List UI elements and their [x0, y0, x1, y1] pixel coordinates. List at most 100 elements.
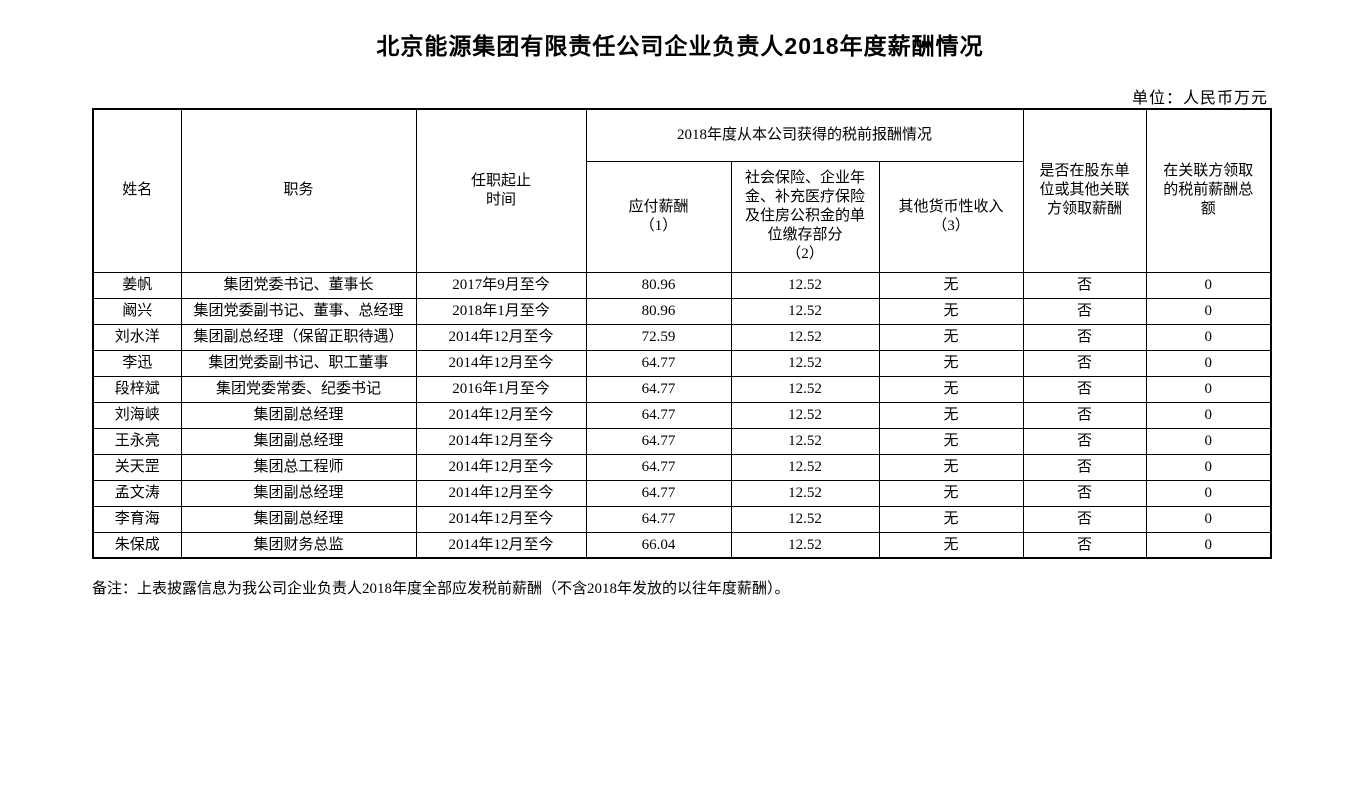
cell-name: 段梓斌 [92, 375, 182, 403]
cell-payable: 64.77 [585, 349, 732, 377]
cell-name: 王永亮 [92, 427, 182, 455]
cell-other-income: 无 [878, 297, 1024, 325]
cell-shareholder-pay: 否 [1022, 375, 1147, 403]
col-header-shareholder-pay: 是否在股东单 位或其他关联 方领取薪酬 [1022, 108, 1147, 273]
salary-table: 姓名 职务 任职起止 时间 2018年度从本公司获得的税前报酬情况 是否在股东单… [92, 108, 1273, 559]
cell-position: 集团总工程师 [180, 453, 417, 481]
page-title: 北京能源集团有限责任公司企业负责人2018年度薪酬情况 [376, 33, 984, 59]
cell-name: 孟文涛 [92, 479, 182, 507]
table-row: 阚兴 集团党委副书记、董事、总经理 2018年1月至今 80.96 12.52 … [92, 297, 1272, 325]
table-body: 姜帆 集团党委书记、董事长 2017年9月至今 80.96 12.52 无 否 … [92, 271, 1272, 559]
cell-related-total: 0 [1145, 401, 1272, 429]
cell-other-income: 无 [878, 349, 1024, 377]
cell-shareholder-pay: 否 [1022, 531, 1147, 559]
cell-payable: 64.77 [585, 505, 732, 533]
header-row-1: 姓名 职务 任职起止 时间 2018年度从本公司获得的税前报酬情况 是否在股东单… [92, 108, 1272, 273]
cell-position: 集团党委常委、纪委书记 [180, 375, 417, 403]
table-row: 朱保成 集团财务总监 2014年12月至今 66.04 12.52 无 否 0 [92, 531, 1272, 559]
cell-term: 2014年12月至今 [415, 505, 587, 533]
cell-position: 集团副总经理 [180, 505, 417, 533]
cell-related-total: 0 [1145, 297, 1272, 325]
cell-shareholder-pay: 否 [1022, 505, 1147, 533]
col-header-term: 任职起止 时间 [415, 108, 587, 273]
cell-payable: 72.59 [585, 323, 732, 351]
cell-related-total: 0 [1145, 349, 1272, 377]
cell-term: 2014年12月至今 [415, 453, 587, 481]
unit-label: 单位：人民币万元 [1131, 90, 1268, 107]
table-row: 关天罡 集团总工程师 2014年12月至今 64.77 12.52 无 否 0 [92, 453, 1272, 481]
cell-other-income: 无 [878, 401, 1024, 429]
cell-payable: 66.04 [585, 531, 732, 559]
cell-insurance: 12.52 [730, 271, 880, 299]
cell-related-total: 0 [1145, 531, 1272, 559]
table-row: 王永亮 集团副总经理 2014年12月至今 64.77 12.52 无 否 0 [92, 427, 1272, 455]
cell-insurance: 12.52 [730, 349, 880, 377]
cell-position: 集团副总经理 [180, 427, 417, 455]
cell-term: 2014年12月至今 [415, 531, 587, 559]
cell-shareholder-pay: 否 [1022, 401, 1147, 429]
cell-name: 朱保成 [92, 531, 182, 559]
cell-term: 2014年12月至今 [415, 479, 587, 507]
cell-other-income: 无 [878, 427, 1024, 455]
cell-related-total: 0 [1145, 505, 1272, 533]
cell-payable: 64.77 [585, 479, 732, 507]
table-row: 姜帆 集团党委书记、董事长 2017年9月至今 80.96 12.52 无 否 … [92, 271, 1272, 299]
cell-shareholder-pay: 否 [1022, 349, 1147, 377]
table-row: 段梓斌 集团党委常委、纪委书记 2016年1月至今 64.77 12.52 无 … [92, 375, 1272, 403]
cell-related-total: 0 [1145, 427, 1272, 455]
cell-other-income: 无 [878, 479, 1024, 507]
cell-related-total: 0 [1145, 271, 1272, 299]
col-header-name: 姓名 [92, 108, 182, 273]
cell-term: 2016年1月至今 [415, 375, 587, 403]
cell-shareholder-pay: 否 [1022, 427, 1147, 455]
cell-insurance: 12.52 [730, 297, 880, 325]
cell-other-income: 无 [878, 375, 1024, 403]
cell-term: 2014年12月至今 [415, 427, 587, 455]
table-row: 李迅 集团党委副书记、职工董事 2014年12月至今 64.77 12.52 无… [92, 349, 1272, 377]
cell-name: 刘水洋 [92, 323, 182, 351]
cell-related-total: 0 [1145, 323, 1272, 351]
cell-shareholder-pay: 否 [1022, 323, 1147, 351]
col-header-related-total: 在关联方领取 的税前薪酬总 额 [1145, 108, 1272, 273]
cell-payable: 64.77 [585, 401, 732, 429]
cell-insurance: 12.52 [730, 427, 880, 455]
table-row: 孟文涛 集团副总经理 2014年12月至今 64.77 12.52 无 否 0 [92, 479, 1272, 507]
cell-name: 李育海 [92, 505, 182, 533]
cell-other-income: 无 [878, 531, 1024, 559]
cell-name: 李迅 [92, 349, 182, 377]
cell-other-income: 无 [878, 271, 1024, 299]
cell-payable: 80.96 [585, 271, 732, 299]
cell-related-total: 0 [1145, 453, 1272, 481]
cell-insurance: 12.52 [730, 531, 880, 559]
cell-shareholder-pay: 否 [1022, 453, 1147, 481]
cell-other-income: 无 [878, 505, 1024, 533]
cell-position: 集团副总经理 [180, 401, 417, 429]
cell-insurance: 12.52 [730, 323, 880, 351]
col-header-other-income: 其他货币性收入 （3） [878, 160, 1024, 273]
cell-position: 集团党委书记、董事长 [180, 271, 417, 299]
table-row: 刘水洋 集团副总经理（保留正职待遇） 2014年12月至今 72.59 12.5… [92, 323, 1272, 351]
cell-term: 2014年12月至今 [415, 401, 587, 429]
cell-position: 集团党委副书记、职工董事 [180, 349, 417, 377]
cell-insurance: 12.52 [730, 479, 880, 507]
cell-related-total: 0 [1145, 479, 1272, 507]
cell-shareholder-pay: 否 [1022, 479, 1147, 507]
col-header-insurance: 社会保险、企业年 金、补充医疗保险 及住房公积金的单 位缴存部分 （2） [730, 160, 880, 273]
cell-insurance: 12.52 [730, 505, 880, 533]
cell-position: 集团副总经理（保留正职待遇） [180, 323, 417, 351]
cell-term: 2018年1月至今 [415, 297, 587, 325]
cell-position: 集团财务总监 [180, 531, 417, 559]
cell-other-income: 无 [878, 453, 1024, 481]
cell-term: 2014年12月至今 [415, 349, 587, 377]
cell-name: 关天罡 [92, 453, 182, 481]
cell-name: 刘海峡 [92, 401, 182, 429]
table-header: 姓名 职务 任职起止 时间 2018年度从本公司获得的税前报酬情况 是否在股东单… [92, 108, 1272, 273]
cell-payable: 64.77 [585, 427, 732, 455]
footnote: 备注：上表披露信息为我公司企业负责人2018年度全部应发税前薪酬（不含2018年… [92, 581, 790, 597]
cell-insurance: 12.52 [730, 401, 880, 429]
cell-position: 集团党委副书记、董事、总经理 [180, 297, 417, 325]
cell-payable: 80.96 [585, 297, 732, 325]
cell-name: 姜帆 [92, 271, 182, 299]
header-row-2: 应付薪酬 （1） 社会保险、企业年 金、补充医疗保险 及住房公积金的单 位缴存部… [93, 160, 1271, 273]
